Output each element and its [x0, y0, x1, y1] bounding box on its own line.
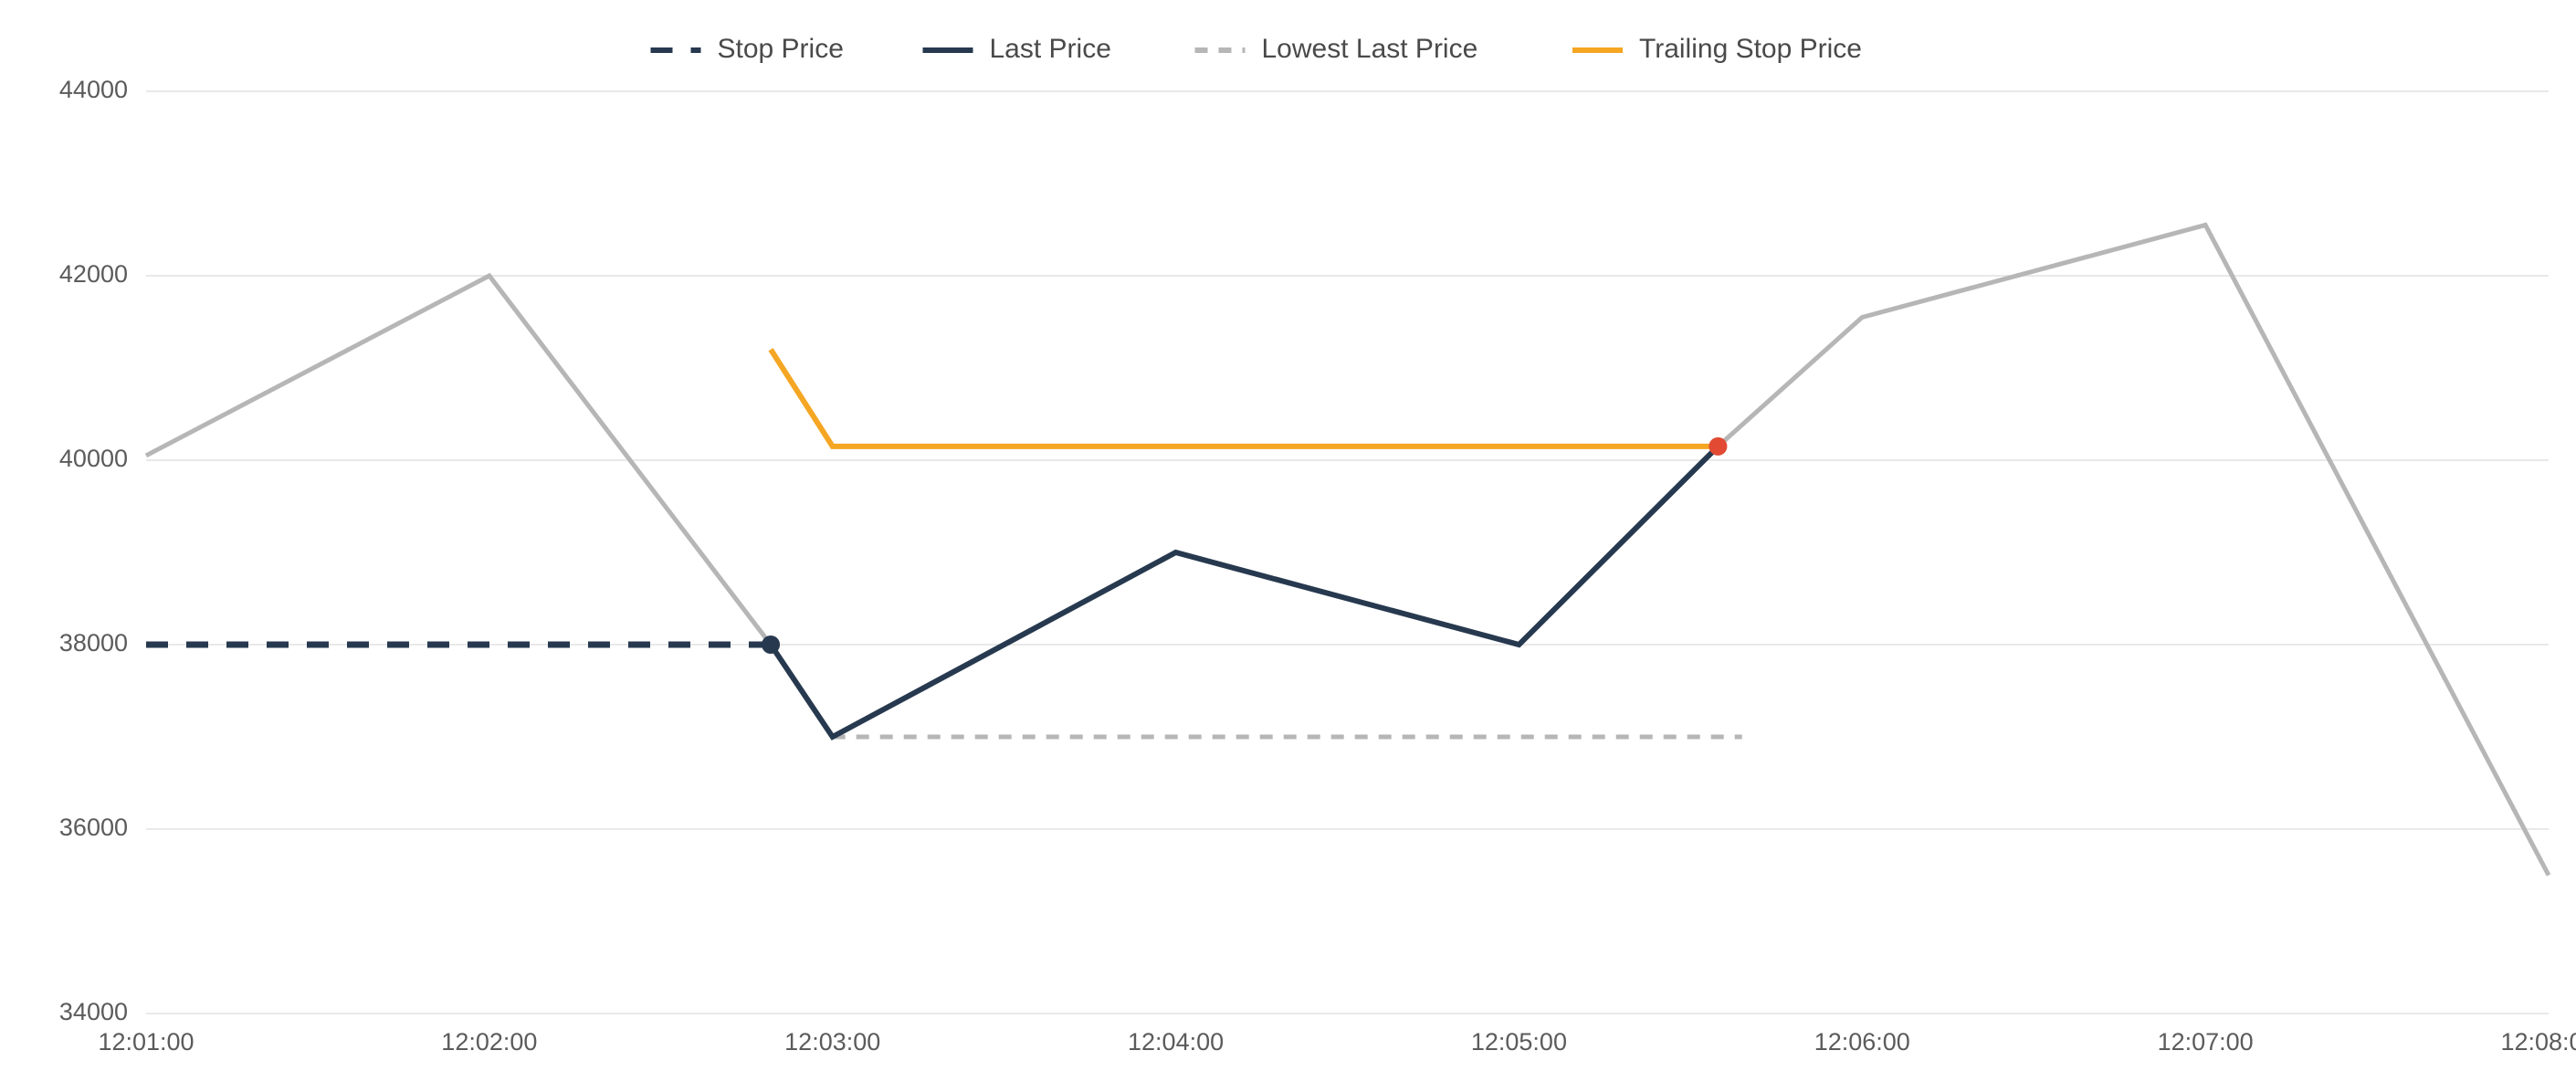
y-tick-label: 42000: [59, 260, 128, 288]
legend-label: Stop Price: [718, 34, 844, 64]
legend-label: Trailing Stop Price: [1639, 34, 1862, 64]
chart-svg: 34000 36000 38000 40000 42000 44000 12:01:00 12…: [0, 0, 2576, 1082]
x-tick-label: 12:02:00: [441, 1028, 537, 1056]
x-tick-label: 12:05:00: [1471, 1028, 1567, 1056]
x-tick-label: 12:03:00: [784, 1028, 880, 1056]
legend-label: Last Price: [990, 34, 1111, 64]
x-tick-label: 12:01:00: [98, 1028, 194, 1056]
legend-label: Lowest Last Price: [1262, 34, 1478, 64]
marker-dot: [1709, 437, 1727, 456]
y-tick-label: 44000: [59, 76, 128, 103]
price-chart: 34000 36000 38000 40000 42000 44000 12:01:00 12…: [0, 0, 2576, 1082]
marker-dot: [762, 636, 780, 654]
x-tick-label: 12:04:00: [1128, 1028, 1224, 1056]
x-tick-label: 12:06:00: [1814, 1028, 1910, 1056]
x-tick-label: 12:08:00: [2500, 1028, 2576, 1056]
y-tick-label: 36000: [59, 814, 128, 841]
y-tick-label: 40000: [59, 445, 128, 472]
x-tick-label: 12:07:00: [2158, 1028, 2254, 1056]
y-tick-label: 38000: [59, 629, 128, 657]
y-tick-label: 34000: [59, 998, 128, 1025]
